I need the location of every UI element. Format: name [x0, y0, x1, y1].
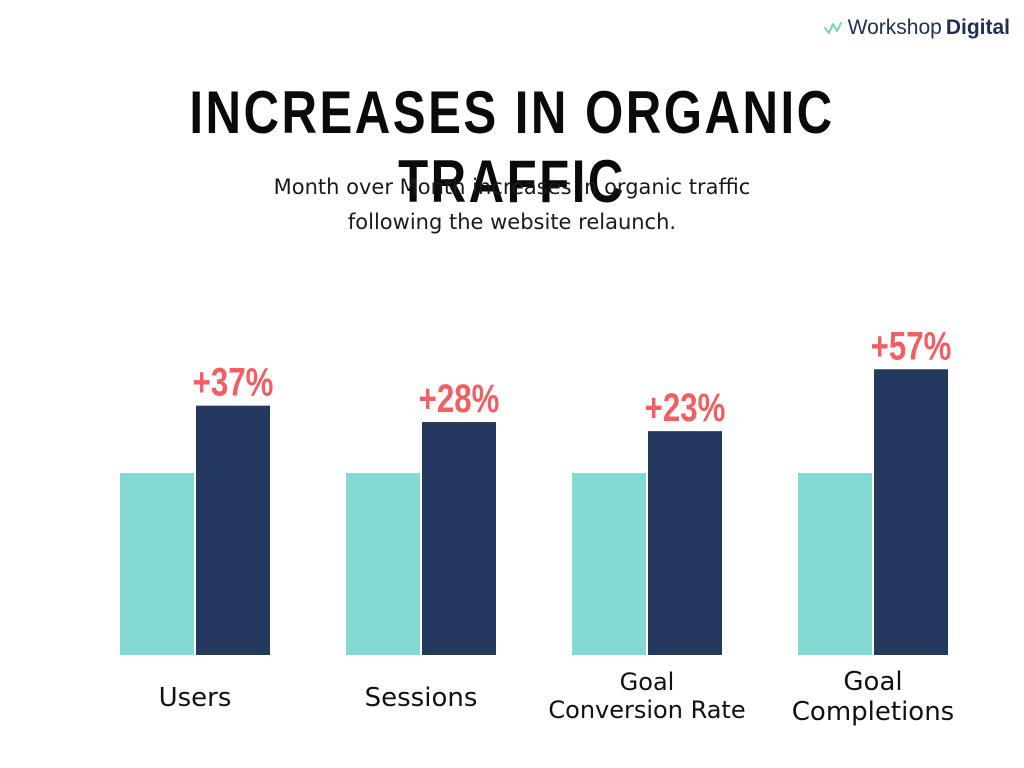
category-label: Conversion Rate — [548, 696, 745, 724]
subtitle-line-1: Month over Month increases in organic tr… — [273, 175, 751, 199]
data-label: +37% — [193, 360, 274, 405]
bar-before — [120, 473, 194, 655]
category-label: Goal — [620, 668, 675, 696]
data-label: +23% — [645, 385, 726, 430]
bar-before — [798, 473, 872, 655]
data-label: +57% — [871, 324, 952, 369]
wave-line-icon — [823, 21, 842, 35]
category-label: Users — [159, 683, 232, 713]
page-title: INCREASES IN ORGANIC TRAFFIC — [189, 79, 835, 215]
subtitle: Month over Month increases in organic tr… — [0, 170, 1024, 240]
brand-logo: Workshop Digital — [823, 16, 1010, 40]
bar-after — [196, 405, 270, 655]
category-label: Goal — [843, 667, 902, 697]
bar-after — [648, 431, 722, 655]
bar-after — [422, 422, 496, 655]
logo-text-bold: Digital — [945, 16, 1010, 39]
category-label: Completions — [792, 697, 954, 727]
data-label: +28% — [419, 376, 500, 421]
logo-text-light: Workshop — [847, 16, 942, 39]
bar-before — [346, 473, 420, 655]
bar-before — [572, 473, 646, 655]
category-label: Sessions — [365, 683, 478, 713]
subtitle-line-2: following the website relaunch. — [347, 210, 677, 234]
bar-after — [874, 369, 948, 655]
